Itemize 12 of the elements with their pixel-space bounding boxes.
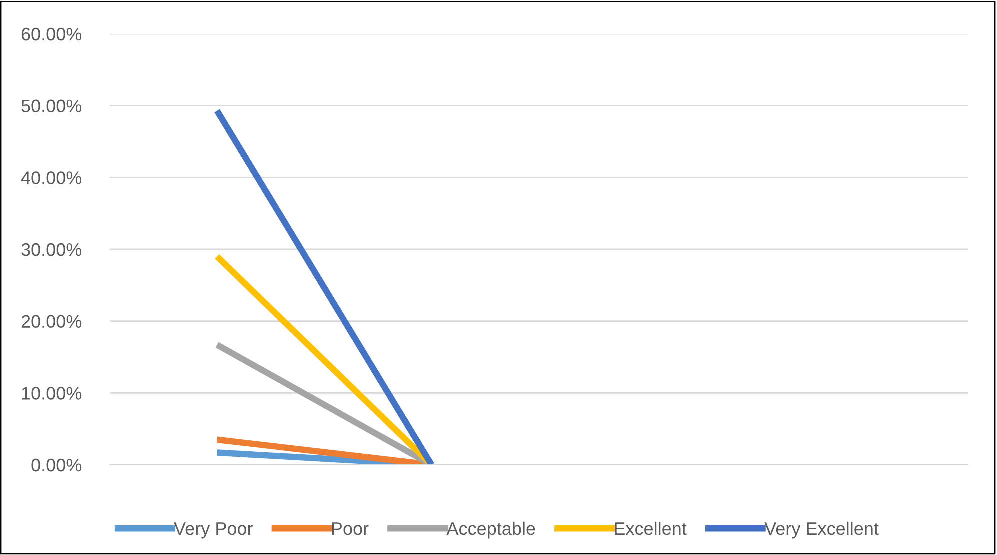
y-tick-label: 60.00% bbox=[22, 28, 82, 41]
legend-label: Excellent bbox=[615, 522, 687, 536]
y-tick-label: 10.00% bbox=[22, 387, 82, 400]
legend-label: Acceptable bbox=[446, 522, 536, 539]
legend-label: Very Poor bbox=[174, 522, 253, 539]
y-tick-label: 40.00% bbox=[21, 172, 82, 184]
y-tick-label: 30.00% bbox=[22, 243, 82, 256]
legend-label: Very Excellent bbox=[764, 522, 879, 539]
y-tick-label: 0.00% bbox=[32, 458, 82, 472]
y-tick-label: 20.00% bbox=[22, 315, 82, 328]
legend-label: Poor bbox=[332, 522, 369, 536]
y-tick-label: 50.00% bbox=[22, 100, 82, 113]
